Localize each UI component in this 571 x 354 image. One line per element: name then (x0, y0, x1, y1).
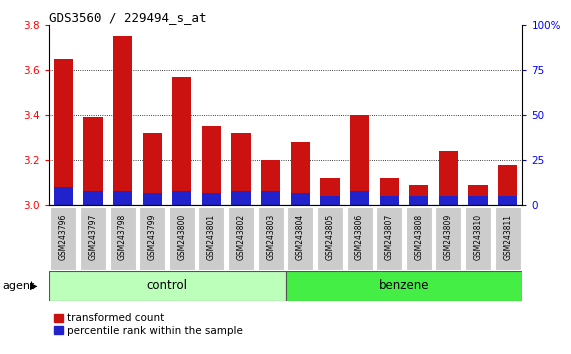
Bar (54, 59, 73, 205)
Bar (202, 193, 221, 205)
Bar (231, 191, 251, 205)
Text: GSM243798: GSM243798 (118, 213, 127, 260)
Text: GSM243799: GSM243799 (148, 213, 156, 260)
Bar (291, 193, 310, 205)
Bar (468, 196, 488, 205)
Bar (291, 142, 310, 205)
Bar (380, 178, 399, 205)
Text: GSM243796: GSM243796 (59, 213, 68, 260)
Text: benzene: benzene (379, 279, 429, 292)
Bar (380, 196, 399, 205)
Text: GSM243800: GSM243800 (178, 213, 186, 260)
Bar (54, 187, 73, 205)
FancyBboxPatch shape (258, 207, 284, 270)
FancyBboxPatch shape (49, 271, 286, 301)
FancyBboxPatch shape (287, 207, 313, 270)
FancyBboxPatch shape (110, 207, 136, 270)
Bar (83, 117, 103, 205)
Text: GSM243808: GSM243808 (415, 214, 423, 260)
FancyBboxPatch shape (169, 207, 195, 270)
Text: GSM243803: GSM243803 (266, 213, 275, 260)
Bar (202, 126, 221, 205)
Bar (439, 151, 458, 205)
Bar (83, 191, 103, 205)
Text: GSM243811: GSM243811 (503, 214, 512, 260)
Bar (143, 133, 162, 205)
Text: agent: agent (3, 281, 35, 291)
FancyBboxPatch shape (435, 207, 461, 270)
Text: GSM243810: GSM243810 (473, 214, 482, 260)
FancyBboxPatch shape (406, 207, 432, 270)
Bar (261, 191, 280, 205)
Text: control: control (147, 279, 187, 292)
Bar (498, 196, 517, 205)
Bar (320, 178, 340, 205)
FancyBboxPatch shape (465, 207, 491, 270)
Text: GSM243801: GSM243801 (207, 214, 216, 260)
Bar (143, 193, 162, 205)
Bar (350, 115, 369, 205)
FancyBboxPatch shape (139, 207, 165, 270)
FancyBboxPatch shape (347, 207, 373, 270)
Bar (172, 191, 191, 205)
Bar (320, 196, 340, 205)
Bar (350, 191, 369, 205)
FancyBboxPatch shape (198, 207, 224, 270)
Bar (231, 133, 251, 205)
Text: GDS3560 / 229494_s_at: GDS3560 / 229494_s_at (49, 11, 206, 24)
Bar (498, 165, 517, 205)
FancyBboxPatch shape (317, 207, 343, 270)
Text: GSM243809: GSM243809 (444, 213, 453, 260)
Legend: transformed count, percentile rank within the sample: transformed count, percentile rank withi… (54, 313, 243, 336)
Text: GSM243802: GSM243802 (236, 214, 246, 260)
Bar (409, 196, 428, 205)
Bar (409, 185, 428, 205)
Text: GSM243797: GSM243797 (89, 213, 98, 260)
FancyBboxPatch shape (286, 271, 522, 301)
Bar (113, 36, 132, 205)
Bar (468, 185, 488, 205)
Text: GSM243807: GSM243807 (385, 213, 393, 260)
Bar (172, 77, 191, 205)
Text: GSM243805: GSM243805 (325, 213, 335, 260)
Bar (261, 160, 280, 205)
Bar (113, 191, 132, 205)
FancyBboxPatch shape (376, 207, 402, 270)
Text: GSM243804: GSM243804 (296, 213, 305, 260)
FancyBboxPatch shape (80, 207, 106, 270)
Text: GSM243806: GSM243806 (355, 213, 364, 260)
Bar (439, 196, 458, 205)
FancyBboxPatch shape (494, 207, 521, 270)
FancyBboxPatch shape (228, 207, 254, 270)
Text: ▶: ▶ (30, 281, 37, 291)
FancyBboxPatch shape (50, 207, 77, 270)
